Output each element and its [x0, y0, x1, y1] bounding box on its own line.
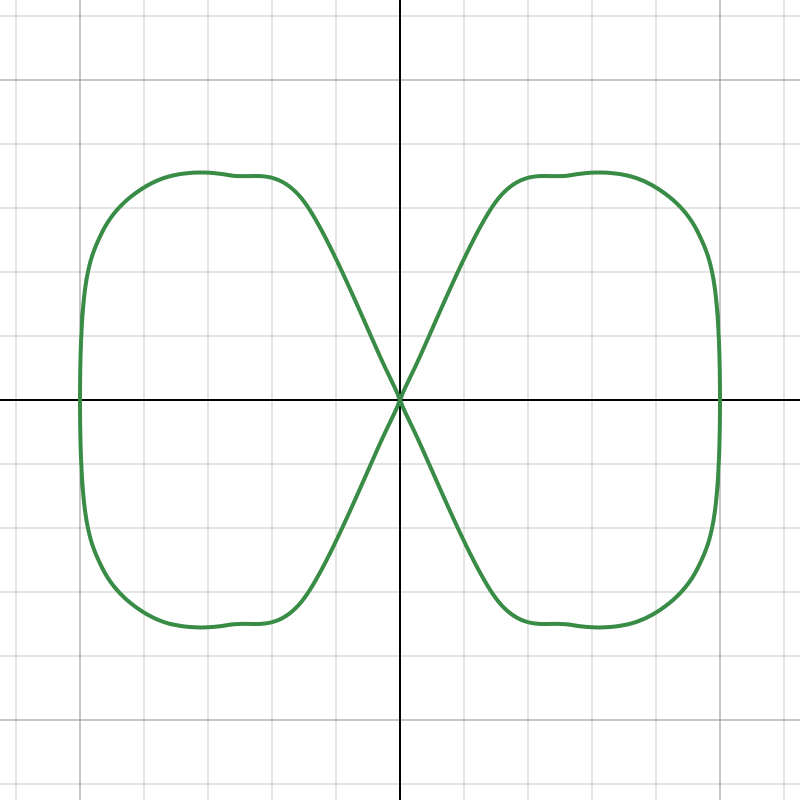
series-curve-1[interactable]	[78, 170, 722, 630]
plotted-curves	[78, 170, 722, 630]
